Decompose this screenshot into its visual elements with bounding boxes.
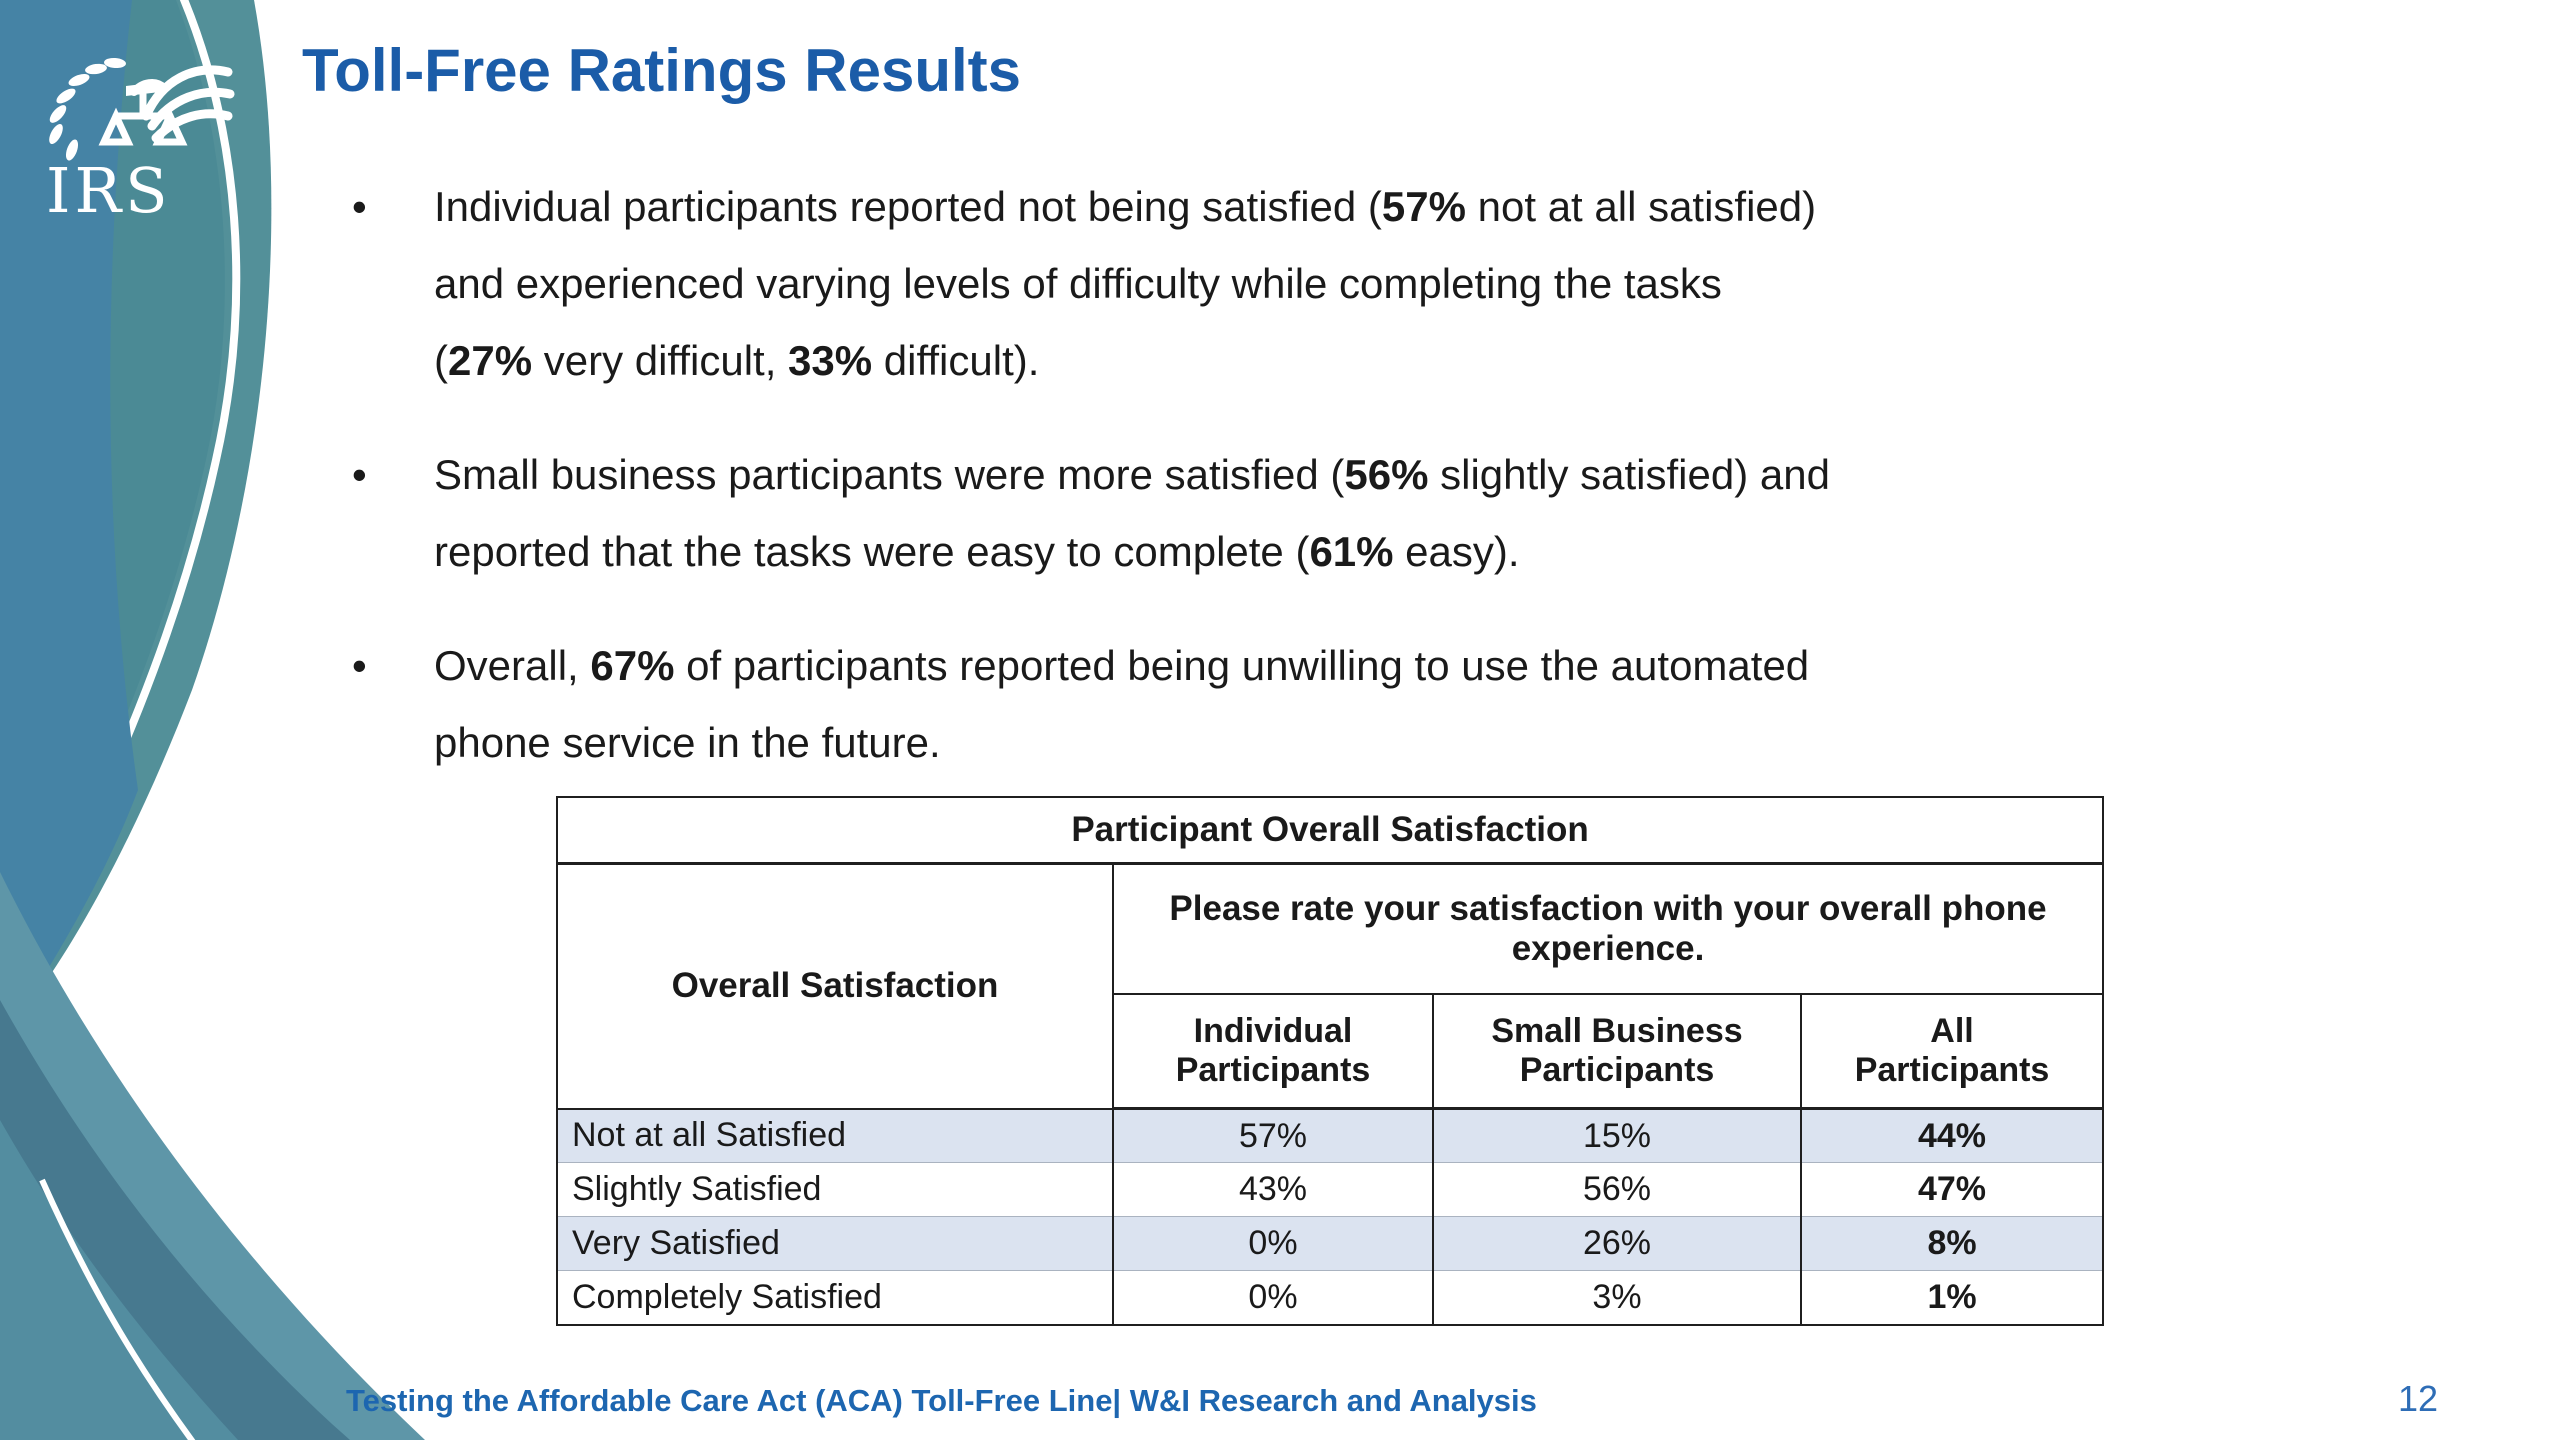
table-row: Completely Satisfied 0% 3% 1% <box>556 1270 2105 1326</box>
row-label: Slightly Satisfied <box>556 1162 1114 1217</box>
data-cell: 47% <box>1799 1162 2105 1217</box>
bullet-text-segment: of participants reported being unwilling… <box>434 642 1810 766</box>
bullet-text-segment: easy). <box>1393 528 1520 575</box>
data-cell: 57% <box>1112 1108 1434 1163</box>
teal-swoosh-decoration: IRS <box>0 0 425 1440</box>
row-label: Very Satisfied <box>556 1216 1114 1271</box>
bullet-item: Small business participants were more sa… <box>346 436 2046 590</box>
data-cell: 0% <box>1112 1216 1434 1271</box>
table-row: Not at all Satisfied 57% 15% 44% <box>556 1108 2105 1163</box>
bullet-list: Individual participants reported not bei… <box>346 168 2046 818</box>
data-cell: 44% <box>1799 1108 2105 1163</box>
footer-text: Testing the Affordable Care Act (ACA) To… <box>346 1383 1537 1418</box>
slide-title: Toll-Free Ratings Results <box>302 37 1022 104</box>
bullet-text-segment: 56% <box>1344 451 1429 498</box>
bullet-text-segment: 33% <box>788 337 873 384</box>
page-number: 12 <box>2398 1378 2439 1419</box>
bullet-text-segment: 67% <box>590 642 675 689</box>
bullet-text-segment: not at all satisfied) and experienced va… <box>434 183 1817 384</box>
table-column-header: Small Business Participants <box>1432 993 1802 1110</box>
bullet-text-segment: slightly satisfied) and reported that th… <box>434 451 1830 575</box>
bullet-text-segment: Small business participants were more sa… <box>434 451 1345 498</box>
bullet-text-segment: Overall, <box>434 642 591 689</box>
table-row-header: Overall Satisfaction <box>556 862 1114 1110</box>
data-cell: 43% <box>1112 1162 1434 1217</box>
bullet-item: Overall, 67% of participants reported be… <box>346 627 2046 781</box>
bullet-text-segment: Individual participants reported not bei… <box>434 183 1382 230</box>
data-cell: 26% <box>1432 1216 1802 1271</box>
data-cell: 8% <box>1799 1216 2105 1271</box>
data-cell: 0% <box>1112 1270 1434 1326</box>
table-title: Participant Overall Satisfaction <box>555 796 2105 865</box>
row-label: Not at all Satisfied <box>556 1108 1114 1163</box>
bullet-text-segment: 27% <box>448 337 533 384</box>
data-cell: 1% <box>1799 1270 2105 1326</box>
data-cell: 15% <box>1432 1108 1802 1163</box>
table-column-header: Individual Participants <box>1112 993 1434 1110</box>
row-label: Completely Satisfied <box>556 1270 1114 1326</box>
data-cell: 56% <box>1432 1162 1802 1217</box>
table-body: Not at all Satisfied 57% 15% 44% Slightly Sa… <box>556 1108 2105 1326</box>
bullet-text-segment: difficult). <box>872 337 1040 384</box>
bullet-item: Individual participants reported not bei… <box>346 168 2046 399</box>
data-cell: 3% <box>1432 1270 1802 1326</box>
table-question: Please rate your satisfaction with your … <box>1111 862 2105 995</box>
table-column-header: All Participants <box>1799 993 2105 1110</box>
table-subheader-row: Individual Participants Small Business Pa… <box>557 993 2105 1110</box>
bullet-text-segment: 57% <box>1381 183 1466 230</box>
participant-satisfaction-table: Participant Overall Satisfaction Overall… <box>555 796 2105 1326</box>
irs-wordmark: IRS <box>46 154 172 227</box>
irs-logo-icon <box>49 57 235 161</box>
table-row: Slightly Satisfied 43% 56% 47% <box>556 1162 2105 1217</box>
bullet-text-segment: 61% <box>1309 528 1394 575</box>
table-row: Very Satisfied 0% 26% 8% <box>556 1216 2105 1271</box>
bullet-text-segment: very difficult, <box>532 337 789 384</box>
